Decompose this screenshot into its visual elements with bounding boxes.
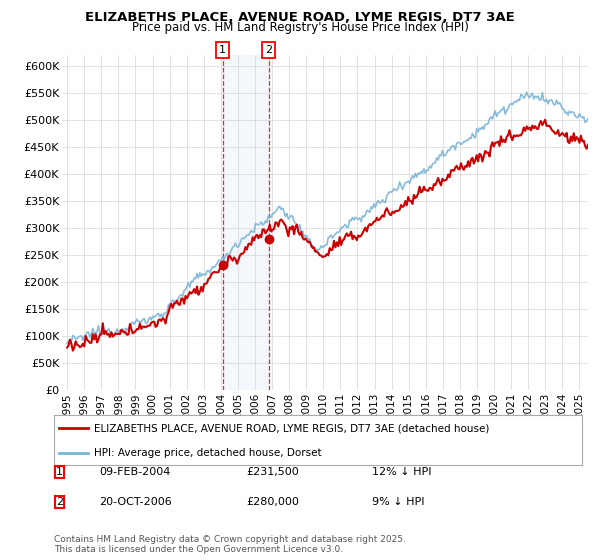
Text: ELIZABETHS PLACE, AVENUE ROAD, LYME REGIS, DT7 3AE: ELIZABETHS PLACE, AVENUE ROAD, LYME REGI… [85, 11, 515, 24]
Text: £231,500: £231,500 [246, 467, 299, 477]
Text: 9% ↓ HPI: 9% ↓ HPI [372, 497, 425, 507]
FancyBboxPatch shape [55, 496, 64, 508]
Bar [223, 55, 269, 390]
Text: 2: 2 [56, 497, 63, 507]
Text: 1: 1 [56, 467, 63, 477]
Text: 2: 2 [265, 45, 272, 55]
Text: 09-FEB-2004: 09-FEB-2004 [99, 467, 170, 477]
Text: Price paid vs. HM Land Registry's House Price Index (HPI): Price paid vs. HM Land Registry's House … [131, 21, 469, 34]
Text: ELIZABETHS PLACE, AVENUE ROAD, LYME REGIS, DT7 3AE (detached house): ELIZABETHS PLACE, AVENUE ROAD, LYME REGI… [94, 423, 489, 433]
Text: Contains HM Land Registry data © Crown copyright and database right 2025.
This d: Contains HM Land Registry data © Crown c… [54, 535, 406, 554]
Text: HPI: Average price, detached house, Dorset: HPI: Average price, detached house, Dors… [94, 449, 321, 459]
Text: 12% ↓ HPI: 12% ↓ HPI [372, 467, 431, 477]
Text: 20-OCT-2006: 20-OCT-2006 [99, 497, 172, 507]
FancyBboxPatch shape [55, 466, 64, 478]
Text: 1: 1 [219, 45, 226, 55]
Text: £280,000: £280,000 [246, 497, 299, 507]
